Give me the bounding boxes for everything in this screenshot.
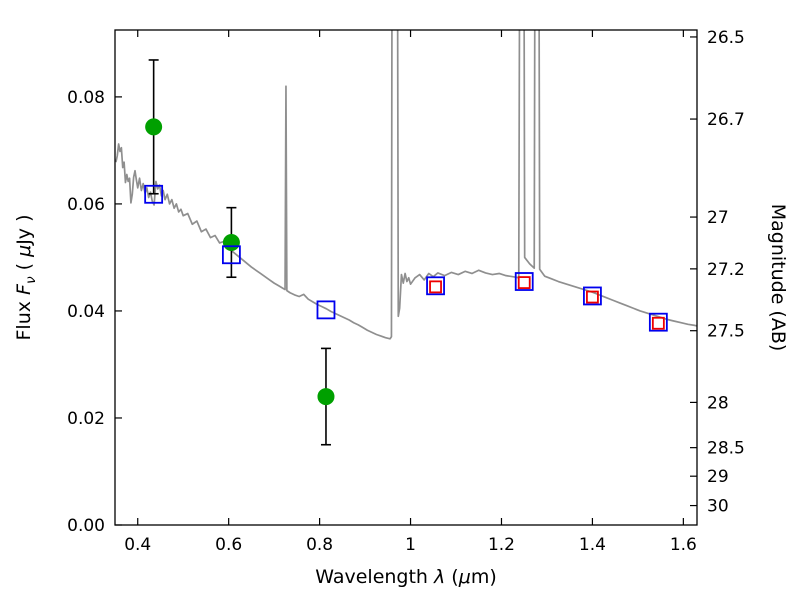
y-tick-label-left: 0.00 (67, 516, 105, 536)
model-photometry-blue-marker (144, 184, 164, 204)
x-tick-label: 1.6 (670, 535, 697, 555)
plot-frame (114, 29, 698, 526)
model-photometry-red-group (429, 276, 665, 330)
model-photometry-blue-marker (583, 286, 602, 306)
y-tick-label-right: 27.5 (707, 322, 745, 342)
x-axis: 0.4 0.6 0.8 1 1.2 1.4 1.6 (124, 30, 697, 555)
spectrum-line (115, 30, 697, 340)
y-tick-label-right: 27.2 (707, 260, 745, 280)
y-axis-left: 0.00 0.02 0.04 0.06 0.08 (67, 88, 122, 536)
y-tick-label-right: 30 (707, 497, 729, 517)
x-tick-label: 1 (405, 535, 416, 555)
model-photometry-blue-marker (316, 300, 336, 320)
model-photometry-red-marker (651, 316, 665, 330)
model-photometry-blue-marker (221, 245, 241, 265)
observed-point-marker (222, 233, 240, 251)
x-tick-label: 0.6 (215, 535, 242, 555)
y-tick-label-right: 26.7 (707, 110, 745, 130)
observed-point-marker (145, 118, 163, 136)
y-tick-label-left: 0.08 (67, 88, 105, 108)
y-tick-label-right: 27 (707, 208, 729, 228)
y-tick-label-right: 29 (707, 467, 729, 487)
y-axis-right: 26.5 26.7 27 27.2 27.5 28 28.5 29 30 (690, 28, 745, 517)
y-tick-label-right: 28 (707, 393, 729, 413)
y-tick-label-left: 0.06 (67, 195, 105, 215)
y-axis-right-label: Magnitude (AB) (767, 204, 789, 352)
x-tick-label: 1.2 (488, 535, 515, 555)
model-photometry-red-marker (586, 290, 599, 304)
x-tick-label: 0.4 (124, 535, 151, 555)
model-photometry-blue-group (144, 184, 668, 332)
y-axis-left-label: Flux Fν ( μJy ) (13, 214, 39, 340)
y-tick-label-left: 0.02 (67, 409, 105, 429)
y-tick-label-left: 0.04 (67, 302, 105, 322)
y-tick-label-right: 26.5 (707, 28, 745, 48)
model-photometry-red-marker (517, 276, 531, 289)
model-photometry-red-marker (429, 280, 442, 294)
observed-point-marker (317, 388, 335, 406)
x-tick-label: 0.8 (306, 535, 333, 555)
model-photometry-blue-marker (648, 312, 668, 332)
x-axis-label: Wavelength λ (μm) (315, 566, 496, 588)
x-tick-label: 1.4 (579, 535, 606, 555)
model-photometry-blue-marker (426, 276, 445, 296)
y-tick-label-right: 28.5 (707, 439, 745, 459)
model-photometry-blue-marker (514, 272, 534, 291)
